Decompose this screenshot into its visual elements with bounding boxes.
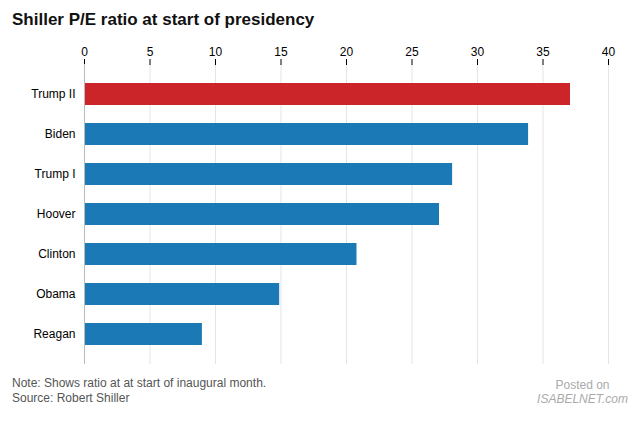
svg-text:25: 25	[405, 45, 419, 59]
svg-text:35: 35	[536, 45, 550, 59]
svg-text:Biden: Biden	[45, 127, 76, 141]
svg-text:20: 20	[340, 45, 354, 59]
html-text:Source: Robert Shiller: Source: Robert Shiller	[12, 391, 130, 405]
svg-text:Hoover: Hoover	[37, 207, 76, 221]
svg-text:Reagan: Reagan	[33, 327, 75, 341]
html-text:Note: Shows ratio at at start: Note: Shows ratio at at start of inaugur…	[12, 376, 267, 390]
svg-text:Trump II: Trump II	[31, 87, 75, 101]
svg-text:Obama: Obama	[36, 287, 76, 301]
svg-text:40: 40	[602, 45, 616, 59]
svg-text:10: 10	[209, 45, 223, 59]
svg-text:Clinton: Clinton	[38, 247, 75, 261]
html-text:Posted on: Posted on	[555, 378, 610, 392]
html-text:Shiller P/E ratio at start of: Shiller P/E ratio at start of presidency	[12, 10, 315, 29]
svg-text:15: 15	[274, 45, 288, 59]
svg-text:Trump I: Trump I	[35, 167, 76, 181]
svg-text:5: 5	[147, 45, 154, 59]
svg-text:0: 0	[81, 45, 88, 59]
svg-text:30: 30	[471, 45, 485, 59]
html-text:ISABELNET.com: ISABELNET.com	[537, 392, 628, 406]
